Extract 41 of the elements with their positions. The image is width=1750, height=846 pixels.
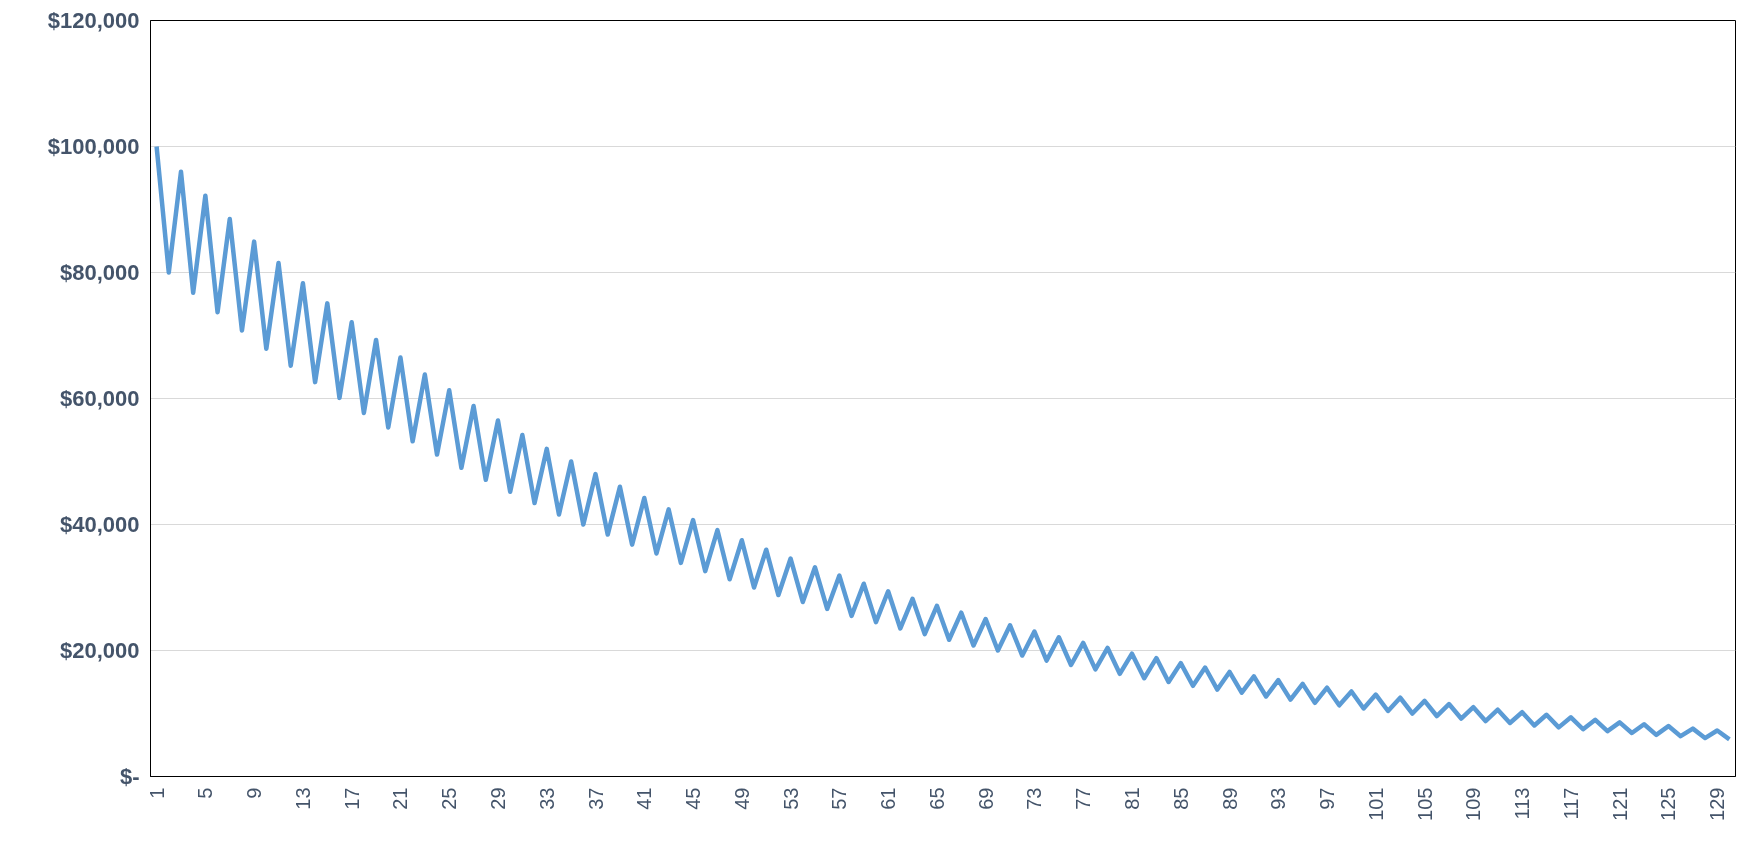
x-tick-label: 113 bbox=[1511, 787, 1534, 820]
y-tick-label: $80,000 bbox=[59, 260, 140, 285]
x-tick-label: 73 bbox=[1023, 787, 1046, 810]
x-tick-label: 1 bbox=[145, 787, 168, 799]
x-tick-label: 89 bbox=[1218, 787, 1241, 810]
x-tick-label: 37 bbox=[584, 787, 607, 810]
x-tick-label: 61 bbox=[877, 787, 900, 810]
x-tick-label: 105 bbox=[1413, 787, 1436, 821]
x-tick-label: 97 bbox=[1316, 787, 1339, 810]
y-tick-label: $60,000 bbox=[59, 386, 140, 411]
x-tick-label: 65 bbox=[925, 787, 948, 810]
x-tick-label: 33 bbox=[535, 787, 558, 810]
y-tick-label: $40,000 bbox=[59, 512, 140, 537]
x-tick-label: 101 bbox=[1364, 787, 1387, 821]
x-tick-label: 45 bbox=[682, 787, 705, 810]
x-tick-label: 121 bbox=[1608, 787, 1631, 821]
x-tick-label: 77 bbox=[1072, 787, 1095, 810]
x-tick-label: 117 bbox=[1559, 787, 1582, 820]
y-tick-label: $20,000 bbox=[59, 638, 140, 663]
x-tick-label: 109 bbox=[1462, 787, 1485, 821]
x-tick-label: 9 bbox=[243, 787, 266, 799]
x-tick-label: 13 bbox=[291, 787, 314, 810]
x-tick-label: 41 bbox=[633, 787, 656, 810]
x-tick-label: 25 bbox=[438, 787, 461, 810]
x-tick-label: 81 bbox=[1120, 787, 1143, 810]
x-tick-label: 69 bbox=[974, 787, 997, 810]
x-tick-label: 57 bbox=[828, 787, 851, 810]
x-tick-label: 53 bbox=[779, 787, 802, 810]
y-tick-label: $120,000 bbox=[47, 8, 140, 33]
x-tick-label: 49 bbox=[730, 787, 753, 810]
y-tick-label: $- bbox=[119, 764, 140, 789]
x-tick-label: 29 bbox=[486, 787, 509, 810]
y-tick-label: $100,000 bbox=[47, 134, 140, 159]
x-tick-label: 21 bbox=[389, 787, 412, 810]
x-tick-label: 85 bbox=[1169, 787, 1192, 810]
x-tick-label: 5 bbox=[194, 787, 217, 799]
x-tick-label: 17 bbox=[340, 787, 363, 810]
line-series bbox=[154, 144, 1732, 742]
x-tick-label: 129 bbox=[1706, 787, 1729, 821]
x-tick-label: 125 bbox=[1657, 787, 1680, 821]
x-tick-label: 93 bbox=[1267, 787, 1290, 810]
